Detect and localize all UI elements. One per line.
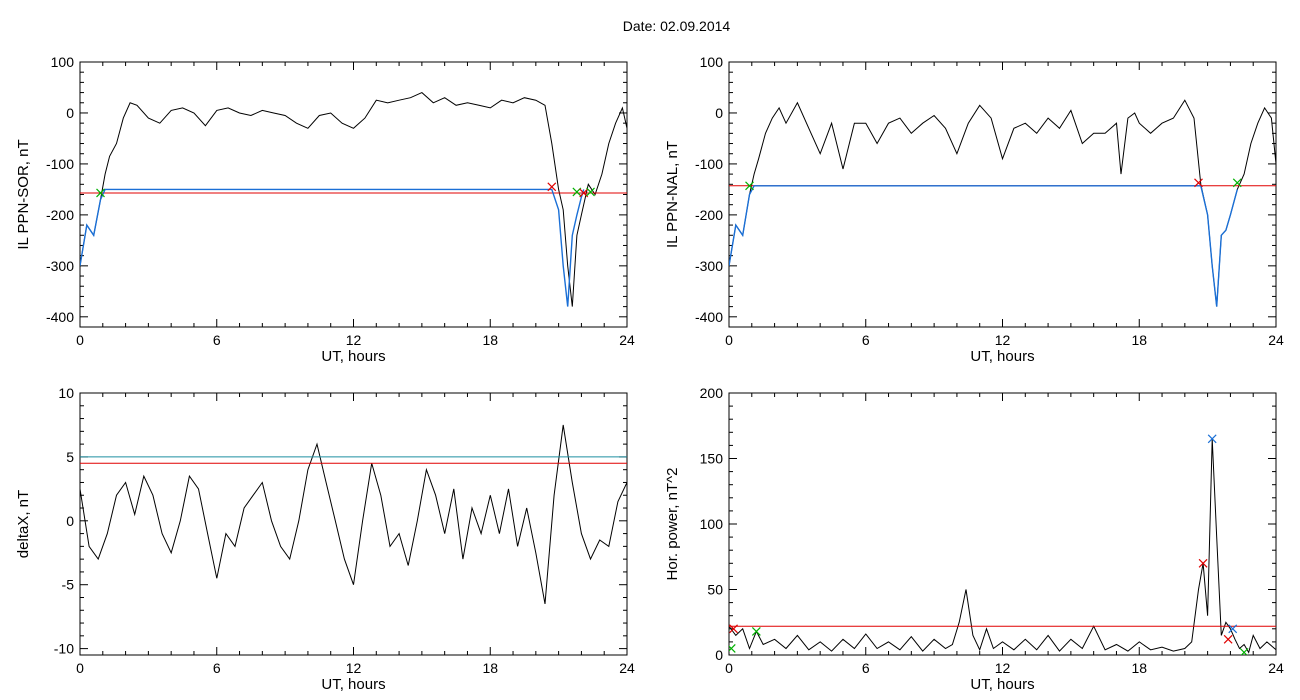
x-tick-label: 18: [1131, 332, 1147, 348]
x-tick-label: 6: [213, 660, 221, 676]
y-tick-label: 150: [700, 451, 724, 467]
y-tick-label: 0: [66, 105, 74, 121]
series-group: [729, 434, 1276, 655]
marker-red: [1194, 178, 1203, 188]
x-tick-label: 0: [725, 660, 733, 676]
y-tick-label: 50: [707, 582, 723, 598]
y-tick-label: 100: [51, 54, 75, 70]
marker-green: [751, 626, 761, 636]
y-tick-label: -200: [695, 207, 723, 223]
x-tick-label: 6: [862, 660, 870, 676]
x-tick-label: 0: [76, 332, 84, 348]
series-line-black: [80, 424, 627, 604]
y-tick-label: -300: [46, 258, 74, 274]
x-axis-label: UT, hours: [970, 348, 1034, 365]
y-tick-label: -100: [46, 156, 74, 172]
x-tick-label: 12: [346, 660, 362, 676]
series-group: [80, 424, 627, 604]
y-axis-label: Hor. power, nT^2: [664, 468, 681, 581]
x-tick-label: 6: [862, 332, 870, 348]
marker-blue: [1207, 434, 1217, 444]
x-tick-label: 12: [995, 332, 1011, 348]
series-line-black: [729, 99, 1276, 307]
x-tick-label: 24: [1268, 332, 1284, 348]
y-tick-label: 10: [58, 385, 74, 401]
series-group: [729, 99, 1276, 307]
y-tick-label: 100: [700, 516, 724, 532]
series-line-black: [80, 92, 627, 307]
y-tick-label: -10: [54, 641, 74, 657]
x-tick-label: 0: [76, 660, 84, 676]
x-axis-label: UT, hours: [321, 676, 385, 693]
y-tick-label: -400: [695, 309, 723, 325]
x-axis-label: UT, hours: [321, 348, 385, 365]
marker-green: [729, 644, 736, 653]
panel-4: 0 6 12 18 24 0 50 100 150 200 UT, hours Hor. power,…: [664, 385, 1284, 693]
series-line-blue: [729, 185, 1238, 307]
marker-green: [745, 181, 754, 191]
marker-green: [96, 188, 105, 198]
y-axis-label: deltaX, nT: [15, 490, 32, 558]
figure-title: Date: 02.09.2014: [622, 18, 731, 34]
marker-red: [1198, 558, 1208, 568]
y-axis-label: IL PPN-NAL, nT: [664, 141, 681, 248]
series-line-blue: [80, 188, 585, 307]
y-tick-label: 5: [66, 449, 74, 465]
x-tick-label: 18: [1131, 660, 1147, 676]
marker-green: [1232, 178, 1242, 188]
series-group: [80, 92, 627, 307]
y-tick-label: -300: [695, 258, 723, 274]
y-tick-label: 200: [700, 385, 724, 401]
y-tick-label: -400: [46, 309, 74, 325]
x-tick-label: 12: [346, 332, 362, 348]
x-tick-label: 24: [619, 660, 635, 676]
x-tick-label: 24: [1268, 660, 1284, 676]
plot-frame: [79, 61, 628, 328]
series-line-black: [729, 438, 1276, 654]
y-tick-label: -200: [46, 207, 74, 223]
x-tick-label: 6: [213, 332, 221, 348]
panel-1: 0 6 12 18 24 -400 -300 -200 -100 0 100 UT, hours IL …: [15, 54, 635, 365]
y-axis-label: IL PPN-SOR, nT: [15, 139, 32, 249]
y-tick-label: -100: [695, 156, 723, 172]
plot-frame: [79, 392, 628, 656]
x-tick-label: 18: [482, 660, 498, 676]
y-tick-label: -5: [62, 577, 75, 593]
panel-3: 0 6 12 18 24 -10 -5 0 5 10 UT, hours deltaX, nT: [15, 385, 635, 693]
y-tick-label: 0: [715, 105, 723, 121]
marker-green: [586, 187, 595, 197]
plot-frame: [728, 392, 1277, 656]
x-tick-label: 12: [995, 660, 1011, 676]
plot-frame: [728, 61, 1277, 328]
y-tick-label: 0: [66, 513, 74, 529]
marker-red: [1223, 634, 1233, 644]
panel-2: 0 6 12 18 24 -400 -300 -200 -100 0 100 UT, hours IL …: [664, 54, 1284, 365]
marker-red: [729, 624, 738, 634]
x-tick-label: 18: [482, 332, 498, 348]
marker-green: [1239, 647, 1249, 655]
y-tick-label: 100: [700, 54, 724, 70]
x-tick-label: 0: [725, 332, 733, 348]
marker-blue: [1228, 624, 1238, 634]
x-axis-label: UT, hours: [970, 676, 1034, 693]
marker-red: [547, 182, 557, 192]
x-tick-label: 24: [619, 332, 635, 348]
y-tick-label: 0: [715, 647, 723, 663]
